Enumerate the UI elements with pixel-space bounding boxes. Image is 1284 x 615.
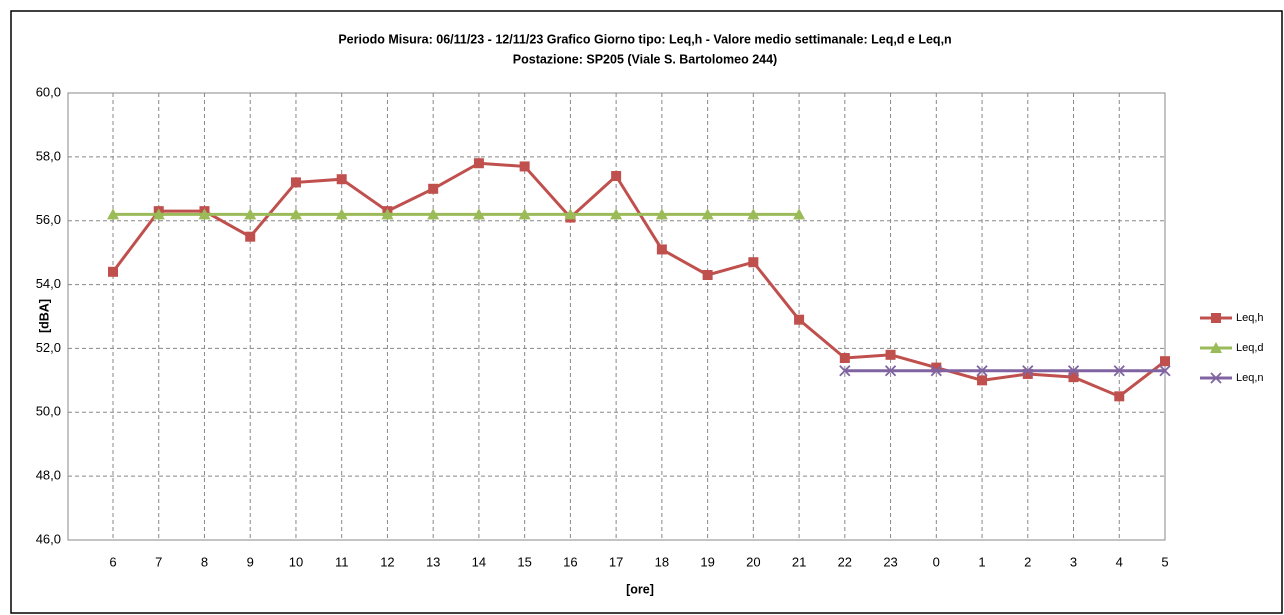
- marker: [1068, 372, 1079, 383]
- x-axis-label: [ore]: [626, 582, 654, 596]
- marker: [381, 208, 394, 220]
- marker: [1160, 356, 1170, 367]
- x-tick-label: 6: [109, 554, 116, 569]
- legend-label: Leq,n: [1236, 372, 1264, 384]
- marker: [428, 183, 439, 194]
- x-tick-label: 17: [609, 554, 623, 569]
- y-tick-label: 54,0: [36, 276, 61, 291]
- x-tick-label: 19: [700, 554, 714, 569]
- series-line: [111, 161, 1166, 399]
- marker: [976, 365, 988, 377]
- x-tick-label: 1: [978, 554, 985, 569]
- x-tick-label: 12: [380, 554, 394, 569]
- marker: [793, 208, 806, 220]
- x-tick-label: 18: [655, 554, 669, 569]
- marker: [931, 362, 942, 373]
- marker: [655, 208, 668, 220]
- y-tick-label: 60,0: [36, 84, 61, 99]
- marker: [747, 208, 760, 220]
- y-tick-label: 50,0: [36, 404, 61, 419]
- marker: [290, 177, 301, 188]
- x-tick-label: 2: [1024, 554, 1031, 569]
- x-tick-label: 20: [746, 554, 760, 569]
- marker: [839, 353, 850, 364]
- x-tick-label: 21: [792, 554, 806, 569]
- marker: [1113, 365, 1125, 377]
- marker: [1159, 365, 1171, 377]
- y-tick-label: 46,0: [36, 531, 61, 546]
- x-tick-label: 3: [1070, 554, 1077, 569]
- marker: [335, 208, 348, 220]
- marker: [107, 208, 119, 220]
- marker: [245, 231, 256, 242]
- marker: [244, 208, 257, 220]
- marker: [152, 208, 165, 220]
- marker: [610, 208, 623, 220]
- legend-label: Leq,d: [1236, 342, 1264, 354]
- marker: [1022, 365, 1034, 377]
- marker: [794, 314, 805, 325]
- marker: [611, 171, 622, 182]
- x-tick-label: 7: [155, 554, 162, 569]
- marker: [656, 244, 667, 255]
- x-tick-label: 4: [1116, 554, 1123, 569]
- x-tick-label: 9: [247, 554, 254, 569]
- marker: [1114, 391, 1125, 402]
- x-tick-label: 16: [563, 554, 577, 569]
- marker: [977, 375, 988, 386]
- marker: [885, 349, 896, 360]
- marker: [1210, 372, 1222, 384]
- x-tick-label: 15: [517, 554, 531, 569]
- x-tick-label: 13: [426, 554, 440, 569]
- x-tick-label: 11: [335, 554, 349, 569]
- chart-subtitle: Postazione: SP205 (Viale S. Bartolomeo 2…: [513, 52, 777, 66]
- marker: [289, 208, 302, 220]
- chart-title: Periodo Misura: 06/11/23 - 12/11/23 Graf…: [338, 32, 951, 46]
- marker: [519, 161, 530, 172]
- y-tick-label: 56,0: [36, 212, 61, 227]
- y-tick-label: 58,0: [36, 148, 61, 163]
- x-tick-label: 14: [472, 554, 486, 569]
- marker: [1211, 313, 1221, 323]
- marker: [472, 208, 485, 220]
- x-tick-label: 0: [933, 554, 940, 569]
- marker: [884, 365, 897, 377]
- marker: [1210, 342, 1222, 353]
- x-tick-label: 22: [838, 554, 852, 569]
- legend-label: Leq,h: [1236, 312, 1264, 324]
- marker: [198, 208, 211, 220]
- marker: [473, 158, 484, 169]
- marker: [518, 208, 531, 220]
- y-axis-label: [dBA]: [37, 299, 51, 333]
- x-tick-label: 5: [1161, 554, 1168, 569]
- marker: [1067, 365, 1080, 377]
- marker: [839, 365, 851, 377]
- x-tick-label: 10: [289, 554, 303, 569]
- y-tick-label: 48,0: [36, 468, 61, 483]
- marker: [701, 208, 714, 220]
- marker: [702, 269, 713, 280]
- marker: [930, 365, 942, 377]
- marker: [427, 208, 440, 220]
- marker: [336, 174, 347, 185]
- marker: [564, 208, 577, 220]
- y-tick-label: 52,0: [36, 340, 61, 355]
- x-tick-label: 8: [201, 554, 208, 569]
- marker: [108, 266, 118, 277]
- x-tick-label: 23: [883, 554, 897, 569]
- marker: [1022, 368, 1033, 379]
- marker: [748, 257, 759, 268]
- chart-frame: [10, 10, 1283, 614]
